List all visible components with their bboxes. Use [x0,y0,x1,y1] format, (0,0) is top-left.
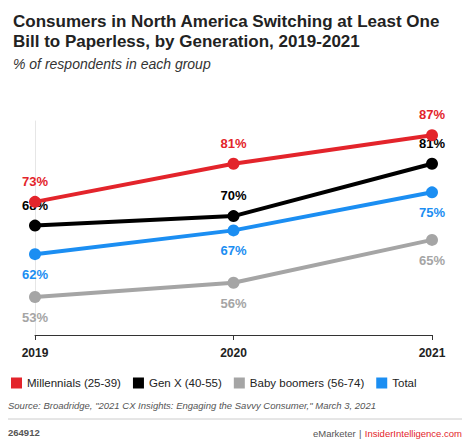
svg-text:62%: 62% [22,267,48,282]
svg-text:81%: 81% [419,135,445,151]
svg-text:Source: Broadridge, "2021 CX I: Source: Broadridge, "2021 CX Insights: E… [8,400,376,411]
svg-text:87%: 87% [419,107,445,122]
svg-text:eMarketer: eMarketer [313,428,356,439]
svg-text:Millennials (25-39): Millennials (25-39) [27,377,121,389]
svg-text:70%: 70% [220,188,246,203]
svg-text:Gen X (40-55): Gen X (40-55) [149,377,222,389]
svg-text:264912: 264912 [8,427,40,438]
svg-text:2021: 2021 [419,346,446,360]
svg-text:Bill to Paperless, by Generati: Bill to Paperless, by Generation, 2019-2… [13,32,360,51]
svg-text:2020: 2020 [220,346,247,360]
svg-text:65%: 65% [419,253,445,268]
svg-text:81%: 81% [220,136,246,151]
svg-text:2019: 2019 [22,346,49,360]
svg-text:Total: Total [392,377,416,389]
svg-text:56%: 56% [220,296,246,311]
svg-text:Consumers in North America Swi: Consumers in North America Switching at … [13,12,444,31]
svg-text:67%: 67% [220,243,246,258]
svg-text:68%: 68% [22,197,48,213]
svg-text:73%: 73% [22,174,48,189]
svg-text:53%: 53% [22,310,48,325]
svg-text:% of respondents in each group: % of respondents in each group [13,56,211,72]
svg-text:InsiderIntelligence.com: InsiderIntelligence.com [365,428,462,439]
svg-text:75%: 75% [419,205,445,220]
svg-text:Baby boomers (56-74): Baby boomers (56-74) [250,377,365,389]
